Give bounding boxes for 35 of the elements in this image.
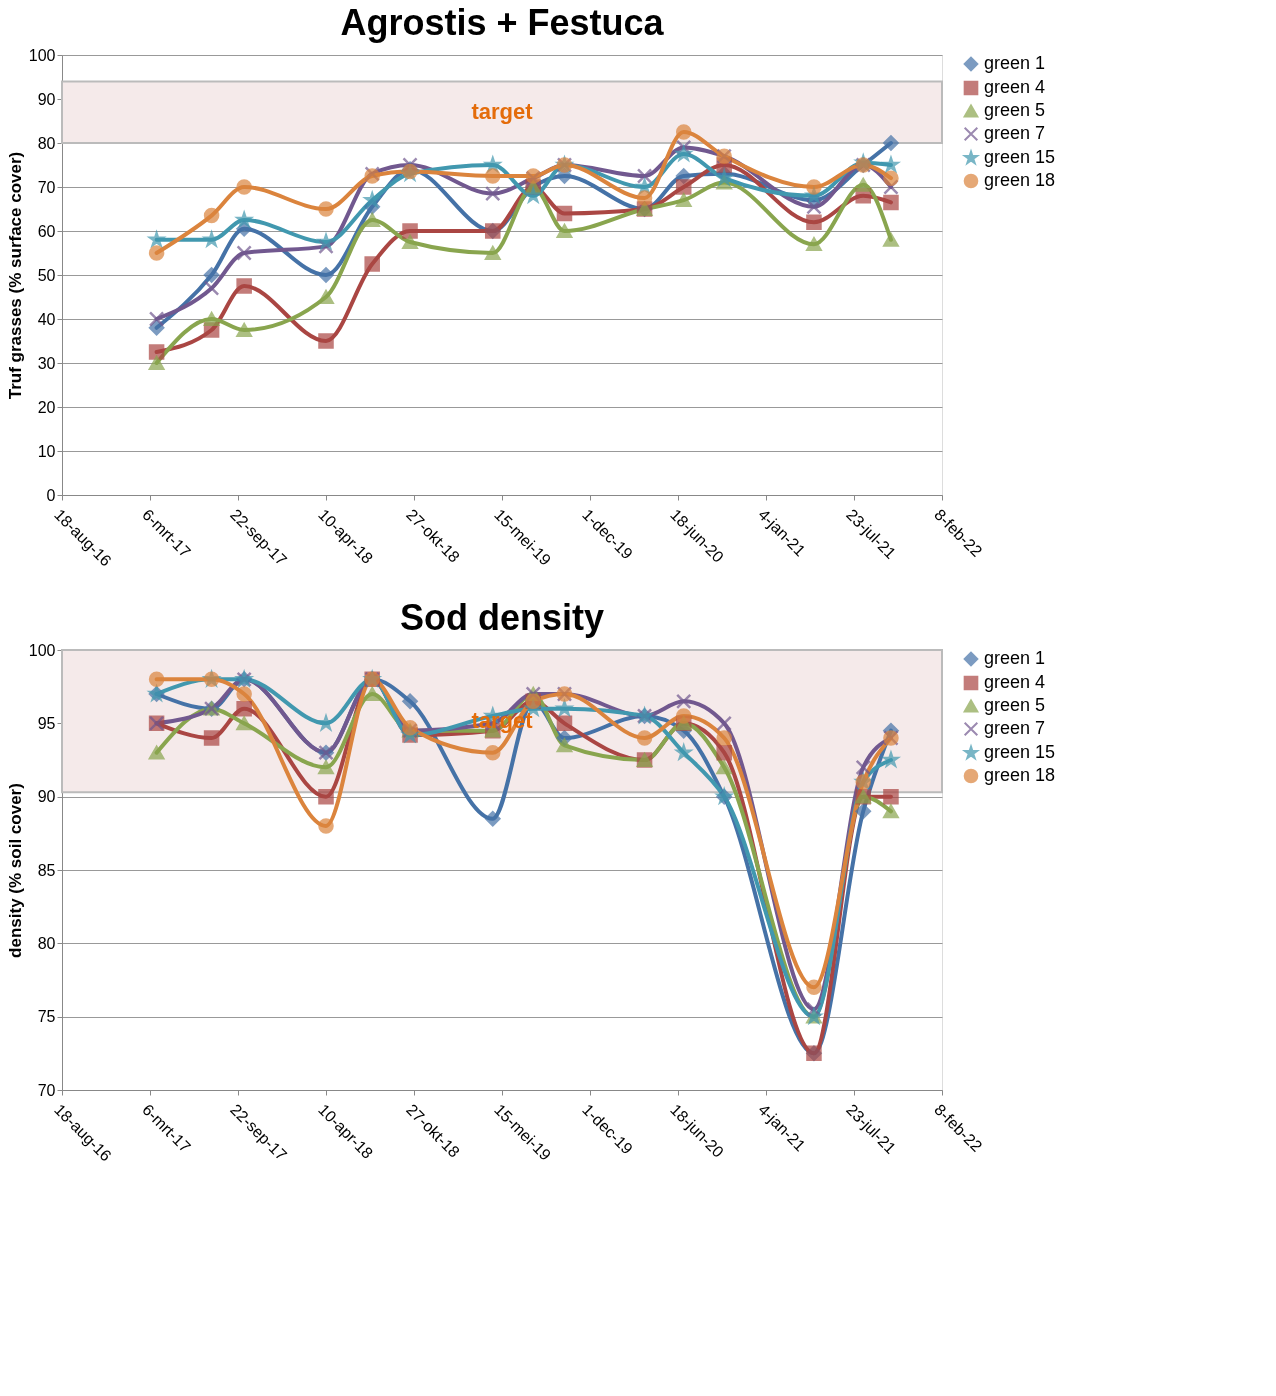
y-tick-label: 85 <box>37 861 56 879</box>
legend-label: green 15 <box>984 147 1056 167</box>
y-tick-label: 30 <box>37 354 56 372</box>
y-tick-label: 10 <box>37 442 56 460</box>
legend-label: green 5 <box>984 695 1046 715</box>
legend-label: green 7 <box>984 718 1046 738</box>
legend-label: green 1 <box>984 53 1046 73</box>
y-tick-label: 70 <box>37 178 56 196</box>
chart-title: Sod density <box>399 597 605 638</box>
chart-title: Agrostis + Festuca <box>340 2 665 43</box>
legend-label: green 4 <box>984 77 1046 97</box>
y-tick-label: 100 <box>28 46 56 64</box>
y-axis-title: Truf grasses (% surface cover) <box>5 151 25 400</box>
y-tick-label: 90 <box>37 90 56 108</box>
y-tick-label: 75 <box>37 1008 56 1026</box>
legend-label: green 1 <box>984 648 1046 668</box>
legend-label: green 5 <box>984 100 1046 120</box>
y-tick-label: 50 <box>37 266 56 284</box>
y-tick-label: 80 <box>37 934 56 952</box>
y-tick-label: 80 <box>37 134 56 152</box>
band-label: target <box>471 99 534 125</box>
legend-label: green 15 <box>984 742 1056 762</box>
legend-label: green 7 <box>984 123 1046 143</box>
y-tick-label: 60 <box>37 222 56 240</box>
legend-label: green 18 <box>984 170 1056 190</box>
y-tick-label: 0 <box>46 486 56 504</box>
y-tick-label: 90 <box>37 788 56 806</box>
y-tick-label: 20 <box>37 398 56 416</box>
y-tick-label: 95 <box>37 714 56 732</box>
y-tick-label: 40 <box>37 310 56 328</box>
y-tick-label: 100 <box>28 641 56 659</box>
y-axis-title: density (% soil cover) <box>5 783 25 958</box>
legend-label: green 18 <box>984 765 1056 785</box>
y-tick-label: 70 <box>37 1081 56 1099</box>
legend-label: green 4 <box>984 672 1046 692</box>
